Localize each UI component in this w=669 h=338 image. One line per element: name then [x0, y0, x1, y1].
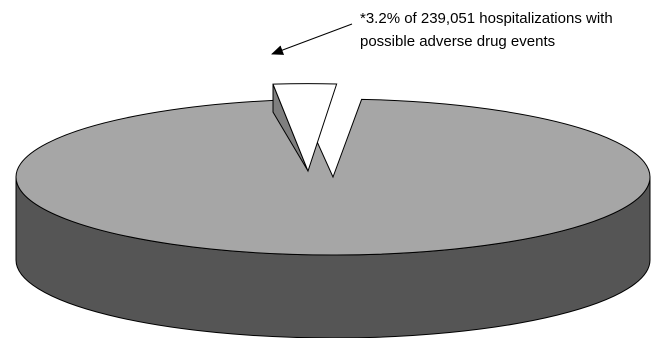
- annotation-line-2: possible adverse drug events: [360, 33, 555, 50]
- pie-slice-exploded-top: [272, 83, 338, 173]
- annotation-line-1: *3.2% of 239,051 hospitalizations with: [360, 10, 613, 27]
- annotation-arrow: [271, 23, 353, 55]
- pie-slice-main-top: [15, 98, 651, 256]
